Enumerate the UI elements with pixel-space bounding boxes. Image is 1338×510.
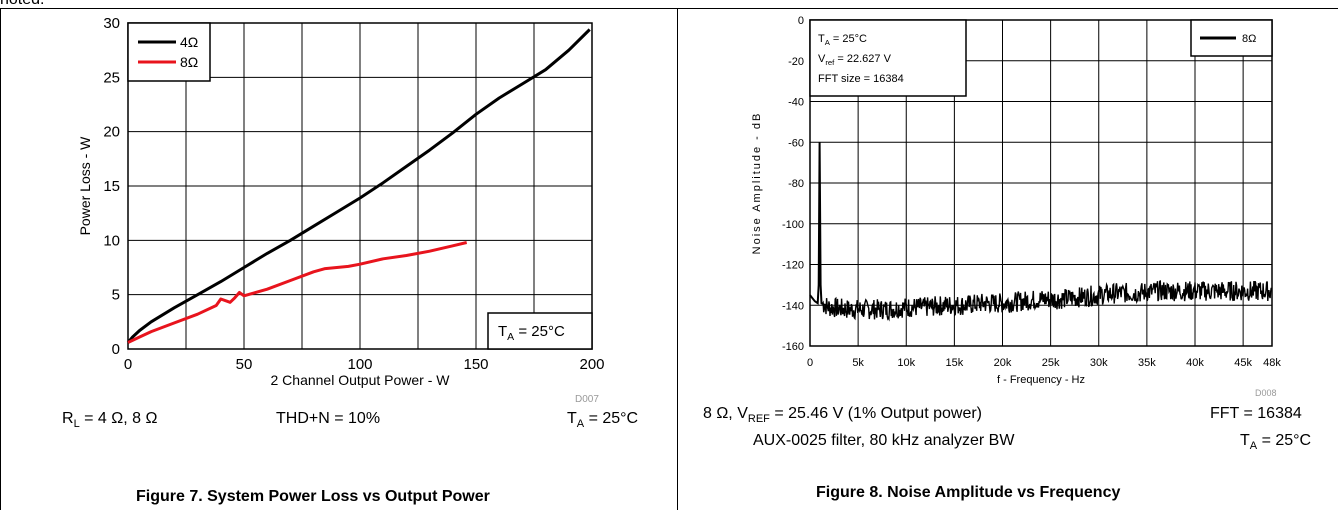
frame-top-border xyxy=(0,8,1338,9)
y-tick-label: -140 xyxy=(782,300,804,312)
y-tick-label: 15 xyxy=(103,178,120,195)
caption-fft: FFT = 16384 xyxy=(1210,405,1302,422)
caption-thd: THD+N = 10% xyxy=(276,410,381,427)
x-tick-label: 50 xyxy=(236,356,253,373)
legend-label: 4Ω xyxy=(180,34,198,50)
frame-left-border xyxy=(0,8,1,510)
x-tick-label: 0 xyxy=(807,357,813,369)
series-line-8ohm xyxy=(127,241,468,344)
x-tick-label: 10k xyxy=(897,357,915,369)
x-tick-label: 35k xyxy=(1138,357,1156,369)
legend-box xyxy=(127,22,211,82)
info-box: TA = 25°C Vref = 22.627 V FFT size = 16384 xyxy=(809,19,967,97)
frame-divider xyxy=(677,8,678,510)
y-tick-label: 10 xyxy=(103,232,120,249)
caption-load: RL = 4 Ω, 8 Ω xyxy=(62,410,158,431)
y-tick-label: -100 xyxy=(782,219,804,231)
y-tick-label: -80 xyxy=(788,178,804,190)
x-tick-label: 0 xyxy=(124,356,132,373)
x-tick-label: 100 xyxy=(347,356,372,373)
figure-7-title: Figure 7. System Power Loss vs Output Po… xyxy=(136,488,490,505)
x-tick-label: 5k xyxy=(852,357,864,369)
legend-label: 8Ω xyxy=(1242,33,1256,45)
y-tick-label: -120 xyxy=(782,260,804,272)
top-note: noted. xyxy=(0,0,44,9)
info-line: Vref = 22.627 V xyxy=(818,53,892,67)
x-tick-label: 30k xyxy=(1090,357,1108,369)
figure-8-title: Figure 8. Noise Amplitude vs Frequency xyxy=(816,484,1121,501)
legend: 8Ω xyxy=(1190,19,1273,57)
x-tick-label: 45k xyxy=(1234,357,1252,369)
y-tick-label: -40 xyxy=(788,97,804,109)
x-tick-label: 150 xyxy=(463,356,488,373)
y-tick-label: 0 xyxy=(798,15,804,27)
power-loss-chart: 0 50 100 150 200 0 5 10 15 20 25 30 2 Channel Output… xyxy=(77,15,605,405)
y-axis-label: Noise Amplitude - dB xyxy=(751,112,763,255)
y-tick-label: -20 xyxy=(788,56,804,68)
x-tick-label: 40k xyxy=(1186,357,1204,369)
series-line-4ohm xyxy=(126,28,591,344)
plot-frame xyxy=(809,19,1273,347)
caption-filter: AUX-0025 filter, 80 kHz analyzer BW xyxy=(753,432,1015,449)
x-tick-label: 200 xyxy=(579,356,604,373)
x-tick-label: 25k xyxy=(1042,357,1060,369)
x-tick-label: 48k xyxy=(1263,357,1281,369)
x-tick-label: 15k xyxy=(946,357,964,369)
y-tick-label: 30 xyxy=(103,15,120,32)
caption-temp: TA = 25°C xyxy=(567,410,639,431)
y-tick-label: 5 xyxy=(112,287,120,304)
series-line-8ohm xyxy=(809,142,830,309)
annotation-box xyxy=(487,312,593,350)
info-box-frame xyxy=(809,19,967,97)
y-axis-label: Power Loss - W xyxy=(77,136,93,236)
caption-temp-2: TA = 25°C xyxy=(1240,432,1312,453)
y-tick-label: -160 xyxy=(782,341,804,353)
plot-frame xyxy=(127,22,593,350)
y-tick-label: 25 xyxy=(103,69,120,86)
info-line: FFT size = 16384 xyxy=(818,73,904,85)
caption-load-vref: 8 Ω, VREF = 25.46 V (1% Output power) xyxy=(703,405,982,426)
x-axis-label: f - Frequency - Hz xyxy=(997,374,1085,386)
x-axis-label: 2 Channel Output Power - W xyxy=(271,372,451,388)
y-tick-label: 0 xyxy=(112,341,120,358)
figure-id-tag: D007 xyxy=(575,394,599,405)
annotation-text: TA = 25°C xyxy=(498,323,565,343)
info-line: TA = 25°C xyxy=(818,33,867,47)
legend-label: 8Ω xyxy=(180,54,198,70)
y-tick-label: -60 xyxy=(788,137,804,149)
series-noise-band xyxy=(821,280,1273,322)
y-tick-label: 20 xyxy=(103,124,120,141)
x-tick-label: 20k xyxy=(994,357,1012,369)
figure-id-tag: D008 xyxy=(1255,388,1277,398)
